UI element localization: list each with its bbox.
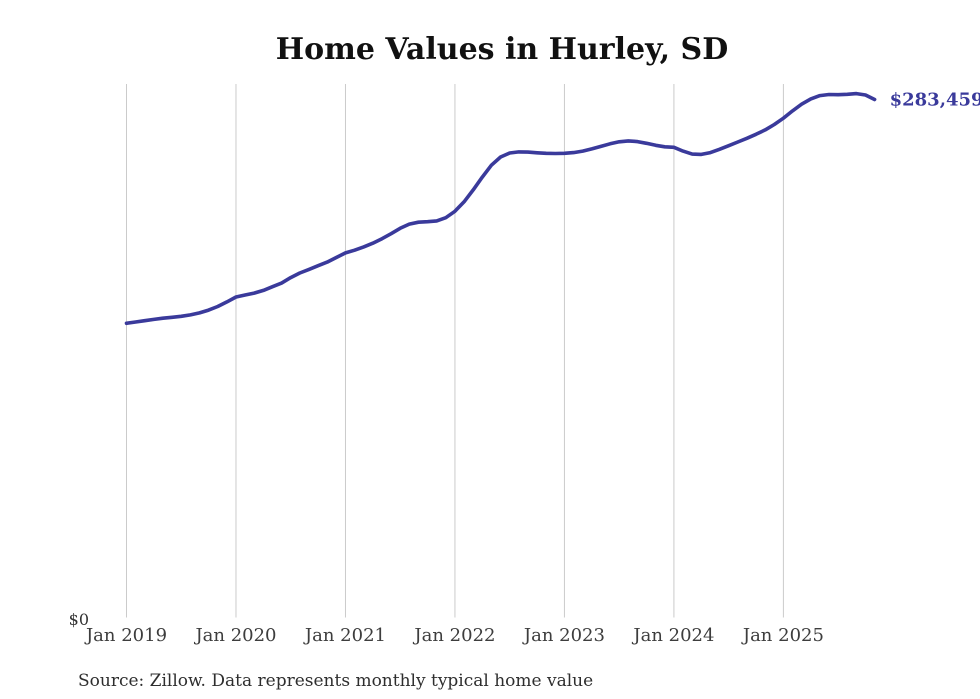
latest-value-label: $283,459 bbox=[890, 90, 980, 111]
x-tick-label: Jan 2025 bbox=[741, 625, 824, 646]
x-tick-label: Jan 2022 bbox=[412, 625, 495, 646]
x-tick-label: Jan 2019 bbox=[84, 625, 167, 646]
source-note: Source: Zillow. Data represents monthly … bbox=[78, 671, 593, 691]
x-tick-label: Jan 2023 bbox=[522, 625, 605, 646]
x-tick-label: Jan 2024 bbox=[631, 625, 714, 646]
x-tick-label: Jan 2021 bbox=[303, 625, 386, 646]
y-axis-zero-label: $0 bbox=[69, 610, 89, 629]
x-tick-label: Jan 2020 bbox=[193, 625, 276, 646]
chart-title: Home Values in Hurley, SD bbox=[276, 32, 728, 67]
gridlines bbox=[126, 84, 784, 618]
home-value-line bbox=[124, 91, 877, 326]
x-axis-labels: Jan 2019 Jan 2020 Jan 2021 Jan 2022 Jan 2023… bbox=[84, 625, 824, 646]
